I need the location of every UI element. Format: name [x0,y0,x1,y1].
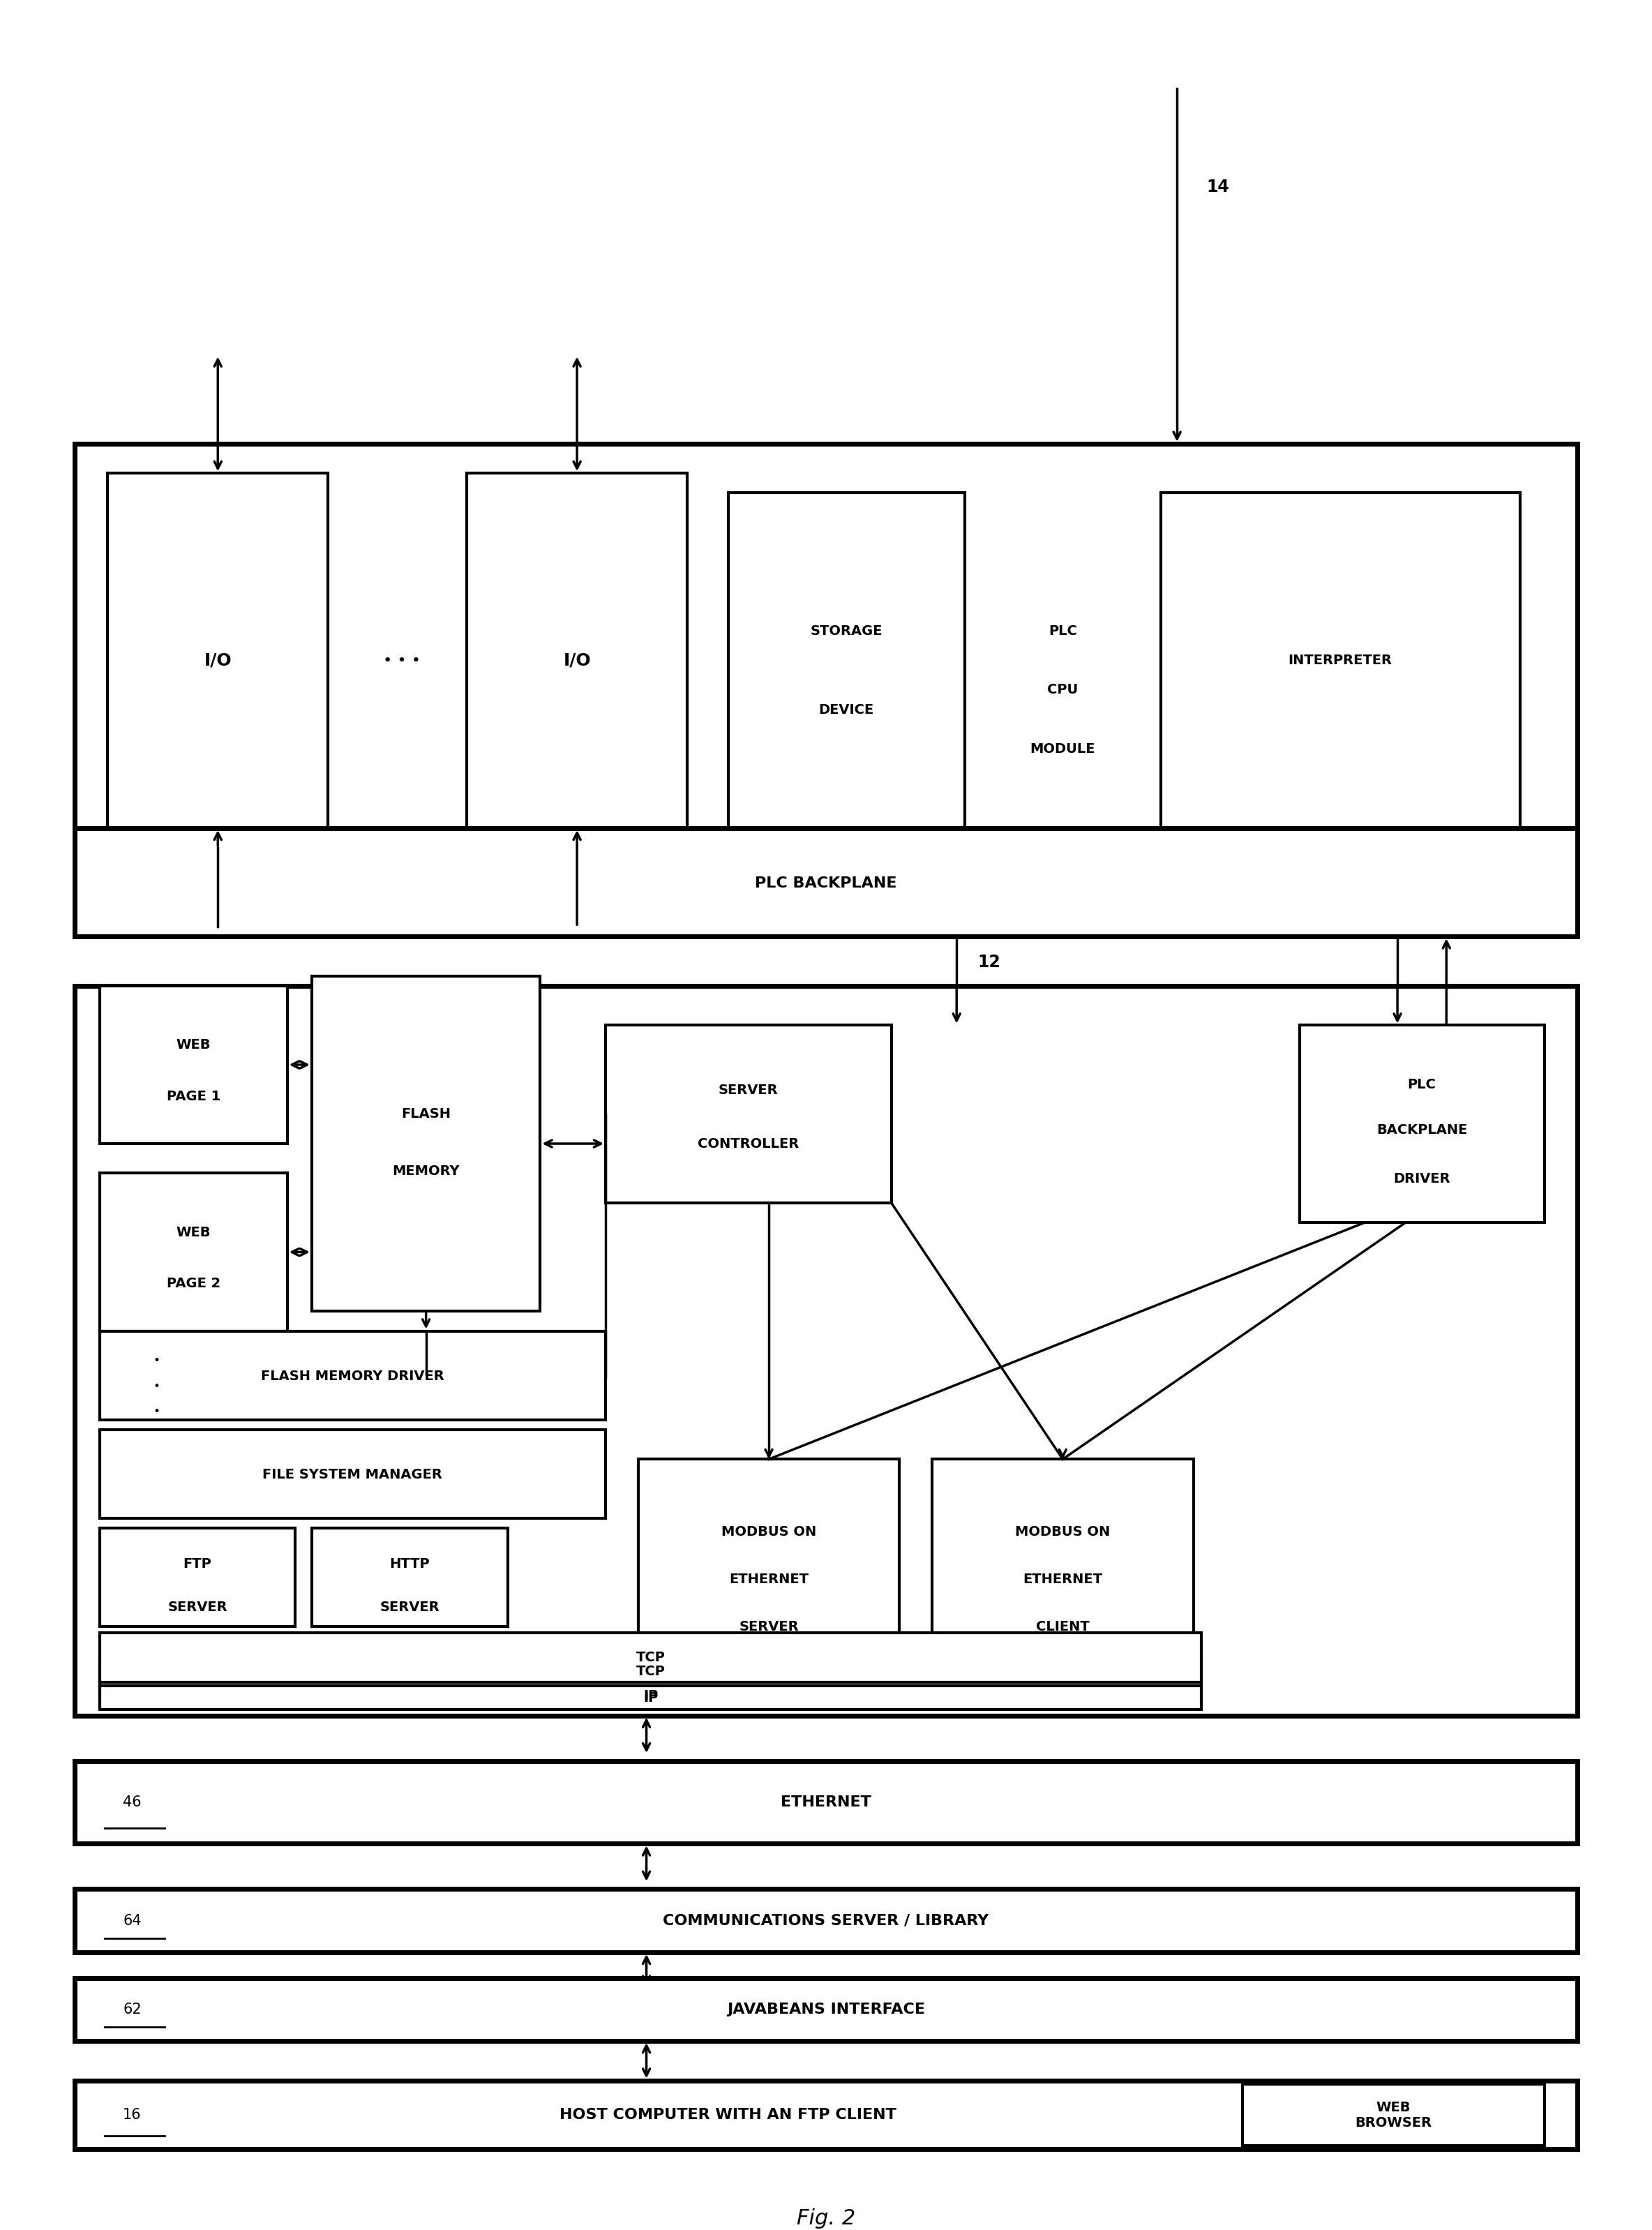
Text: INTERPRETER: INTERPRETER [1289,653,1393,667]
Text: PLC BACKPLANE: PLC BACKPLANE [755,876,897,890]
Text: 16: 16 [122,2107,142,2123]
Bar [932,1458,1193,1657]
Text: PLC: PLC [1408,1077,1436,1090]
Text: IP: IP [643,1690,657,1704]
Text: PLC: PLC [1049,624,1077,638]
Text: FILE SYSTEM MANAGER: FILE SYSTEM MANAGER [263,1467,443,1481]
Text: MODBUS ON: MODBUS ON [1016,1525,1110,1539]
Bar [99,1686,1201,1710]
Text: ETHERNET: ETHERNET [729,1572,808,1586]
Text: WEB
BROWSER: WEB BROWSER [1355,2101,1432,2130]
Bar [99,1686,1201,1706]
Text: •: • [154,1405,160,1418]
Bar [74,986,1578,1715]
Text: PAGE 2: PAGE 2 [167,1278,220,1291]
Text: 46: 46 [122,1795,142,1809]
Bar [638,1458,899,1657]
Bar [74,444,1578,937]
Text: 62: 62 [122,2003,142,2016]
Bar [99,1528,296,1628]
Text: I/O: I/O [563,651,591,669]
Text: DEVICE: DEVICE [819,702,874,716]
Text: ETHERNET: ETHERNET [781,1795,871,1809]
Bar [99,1657,1201,1686]
Bar [74,1889,1578,1951]
Text: SERVER: SERVER [738,1621,798,1632]
Text: •: • [154,1354,160,1367]
Text: JAVABEANS INTERFACE: JAVABEANS INTERFACE [727,2003,925,2016]
Text: ETHERNET: ETHERNET [1023,1572,1102,1586]
Bar [312,977,540,1311]
Bar [107,473,329,847]
Text: CONTROLLER: CONTROLLER [697,1137,800,1151]
Text: 14: 14 [1206,178,1229,196]
Text: HOST COMPUTER WITH AN FTP CLIENT: HOST COMPUTER WITH AN FTP CLIENT [560,2107,897,2123]
Bar [1300,1026,1545,1222]
Text: SERVER: SERVER [719,1084,778,1097]
Text: 12: 12 [978,954,1001,970]
Bar [606,1026,892,1202]
Bar [99,1173,287,1331]
Text: MODBUS ON: MODBUS ON [722,1525,816,1539]
Bar [99,986,287,1144]
Text: CPU: CPU [1047,682,1079,696]
Text: SERVER: SERVER [167,1601,228,1615]
Text: TCP: TCP [636,1650,666,1664]
Text: DRIVER: DRIVER [1393,1173,1450,1186]
Text: MODULE: MODULE [1031,743,1095,756]
Text: FTP: FTP [183,1557,211,1570]
Text: WEB: WEB [177,1039,210,1053]
Bar [74,827,1578,937]
Bar [468,473,687,847]
Bar [312,1528,507,1628]
Text: FLASH MEMORY DRIVER: FLASH MEMORY DRIVER [261,1369,444,1383]
Text: COMMUNICATIONS SERVER / LIBRARY: COMMUNICATIONS SERVER / LIBRARY [662,1913,990,1927]
Bar [99,1331,606,1421]
Text: STORAGE: STORAGE [809,624,882,638]
Bar [729,493,965,827]
Text: SERVER: SERVER [380,1601,439,1615]
Bar [74,1978,1578,2040]
Text: Fig. 2: Fig. 2 [796,2208,856,2228]
Text: IP: IP [643,1688,657,1701]
Text: •: • [154,1380,160,1392]
Text: CLIENT: CLIENT [1036,1621,1090,1632]
Bar [74,1762,1578,1844]
Bar [99,1429,606,1519]
Bar [99,1632,1201,1681]
Text: FLASH: FLASH [401,1108,451,1122]
Bar [74,2081,1578,2150]
Text: I/O: I/O [205,651,231,669]
Text: BACKPLANE: BACKPLANE [1376,1124,1467,1137]
Text: MEMORY: MEMORY [392,1164,459,1177]
Text: 64: 64 [122,1913,142,1927]
Text: WEB: WEB [177,1226,210,1240]
Text: PAGE 1: PAGE 1 [167,1090,220,1104]
Text: • • •: • • • [383,653,420,667]
Bar [1242,2085,1545,2145]
Bar [1161,493,1520,827]
Text: TCP: TCP [636,1664,666,1677]
Text: HTTP: HTTP [390,1557,430,1570]
